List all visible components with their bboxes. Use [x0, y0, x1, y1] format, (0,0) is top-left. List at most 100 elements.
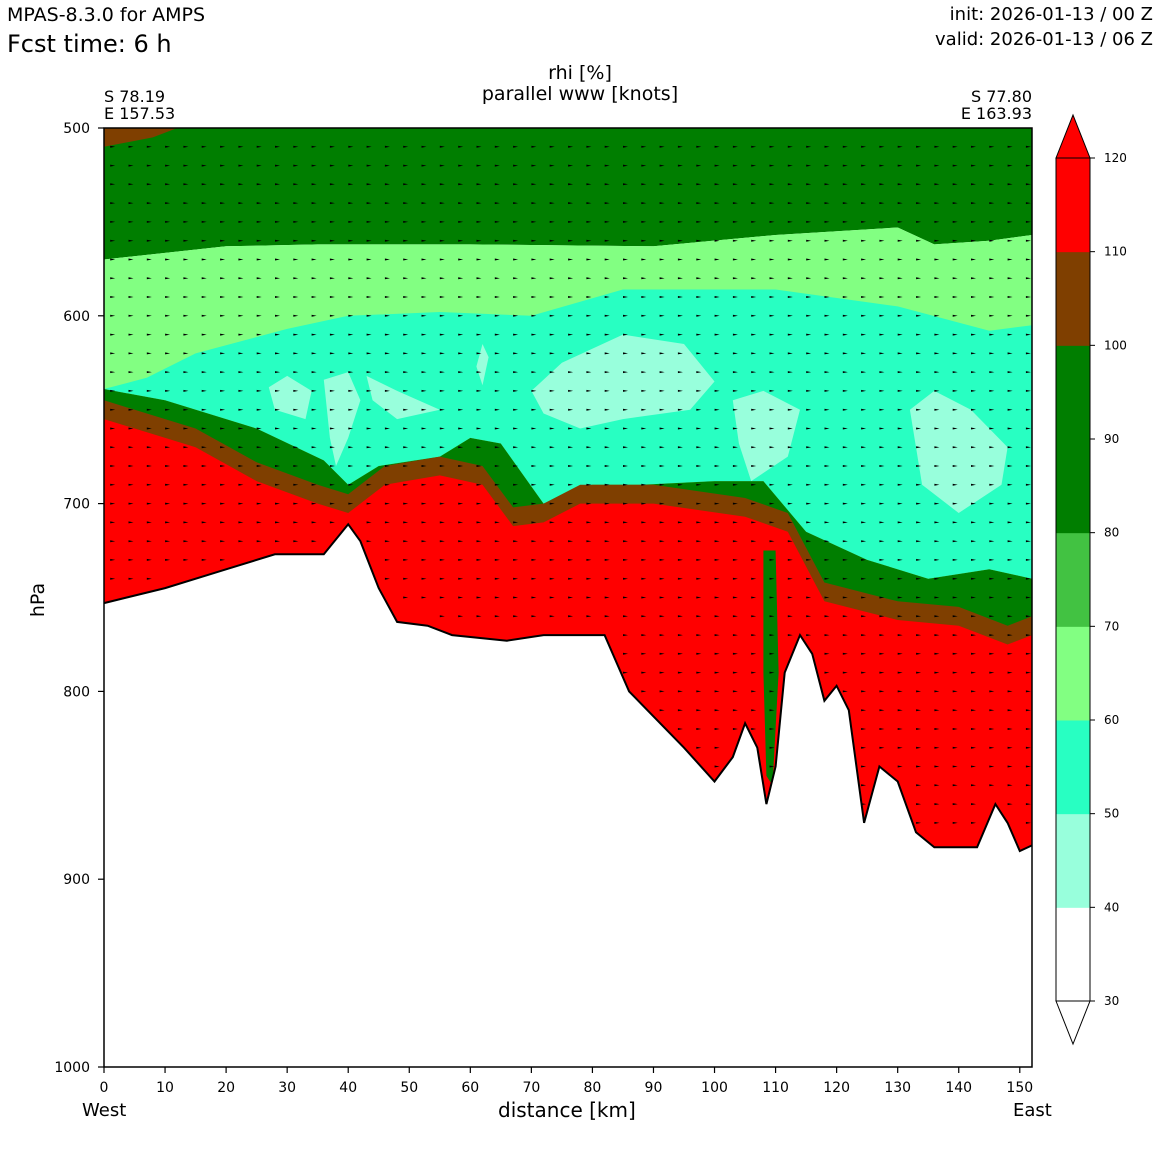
wind-arrow	[513, 521, 519, 524]
wind-arrow	[165, 202, 171, 205]
wind-arrow	[220, 202, 226, 205]
wind-arrow	[1007, 465, 1013, 467]
wind-arrow	[732, 690, 738, 693]
wind-arrow	[403, 352, 409, 355]
wind-arrow	[952, 314, 958, 317]
wind-arrow	[531, 483, 537, 486]
wind-arrow	[989, 427, 995, 430]
wind-arrow	[696, 728, 702, 730]
wind-arrow	[751, 577, 757, 580]
x-tick-label: 100	[701, 1080, 728, 1096]
wind-arrow	[604, 408, 610, 411]
wind-arrow	[916, 239, 922, 242]
colorbar-tick-label: 90	[1104, 432, 1119, 446]
wind-arrow	[696, 239, 702, 242]
wind-arrow	[696, 408, 702, 411]
wind-arrow	[971, 577, 976, 580]
wind-arrow	[458, 446, 464, 449]
wind-arrow	[934, 728, 940, 730]
wind-arrow	[275, 220, 280, 223]
wind-arrow	[659, 615, 665, 618]
wind-arrow	[879, 483, 885, 486]
wind-arrow	[238, 521, 244, 524]
wind-arrow	[458, 558, 464, 561]
wind-arrow	[403, 371, 409, 374]
wind-arrow	[403, 502, 409, 505]
wind-arrow	[934, 408, 940, 411]
wind-arrow	[494, 465, 500, 467]
wind-arrow	[458, 540, 464, 543]
wind-arrow	[659, 465, 665, 467]
wind-arrow	[696, 558, 702, 561]
colorbar-segment	[1056, 626, 1090, 721]
wind-arrow	[586, 239, 592, 242]
wind-arrow	[110, 389, 116, 392]
wind-arrow	[916, 333, 922, 336]
wind-arrow	[714, 446, 720, 449]
wind-arrow	[971, 333, 976, 336]
wind-arrow	[971, 389, 976, 392]
wind-arrow	[861, 558, 867, 561]
wind-arrow	[952, 577, 958, 580]
wind-arrow	[220, 352, 226, 355]
wind-arrows	[110, 145, 1031, 824]
wind-arrow	[439, 427, 445, 430]
wind-arrow	[165, 427, 171, 430]
wind-arrow	[329, 502, 335, 505]
wind-arrow	[732, 145, 738, 148]
wind-arrow	[952, 652, 958, 655]
wind-arrow	[952, 220, 958, 223]
wind-arrow	[934, 558, 940, 561]
wind-arrow	[1007, 202, 1013, 205]
wind-arrow	[549, 314, 555, 317]
wind-arrow	[329, 352, 335, 355]
wind-arrow	[971, 765, 976, 768]
wind-arrow	[476, 202, 482, 205]
wind-arrow	[604, 502, 610, 505]
wind-arrow	[311, 540, 317, 543]
wind-arrow	[494, 577, 500, 580]
wind-arrow	[952, 746, 958, 749]
wind-arrow	[421, 314, 427, 317]
wind-arrow	[201, 408, 207, 411]
wind-arrow	[916, 371, 922, 374]
wind-arrow	[439, 577, 445, 580]
wind-arrow	[458, 389, 464, 392]
wind-arrow	[183, 258, 189, 261]
wind-arrow	[128, 427, 134, 430]
wind-arrow	[421, 333, 427, 336]
wind-arrow	[458, 408, 464, 411]
wind-arrow	[879, 220, 885, 223]
wind-arrow	[952, 408, 958, 411]
wind-arrow	[1007, 352, 1013, 355]
wind-arrow	[1025, 746, 1031, 749]
wind-arrow	[971, 596, 976, 599]
wind-arrow	[458, 333, 464, 336]
wind-arrow	[989, 671, 995, 674]
wind-arrow	[549, 202, 555, 205]
wind-arrow	[623, 389, 628, 392]
wind-arrow	[824, 220, 830, 223]
wind-arrow	[256, 408, 262, 411]
wind-arrow	[787, 427, 793, 430]
wind-arrow	[513, 446, 519, 449]
wind-arrow	[659, 558, 665, 561]
wind-arrow	[934, 540, 940, 543]
wind-arrow	[531, 258, 537, 261]
wind-arrow	[714, 615, 720, 618]
wind-arrow	[146, 427, 152, 430]
wind-arrow	[696, 446, 702, 449]
wind-arrow	[439, 558, 445, 561]
wind-arrow	[623, 634, 628, 637]
wind-arrow	[366, 220, 372, 223]
wind-arrow	[403, 483, 409, 486]
wind-arrow	[293, 296, 299, 298]
wind-arrow	[879, 746, 885, 749]
wind-arrow	[604, 446, 610, 449]
wind-arrow	[183, 145, 189, 148]
wind-arrow	[293, 183, 299, 186]
wind-arrow	[879, 634, 885, 637]
wind-arrow	[769, 220, 775, 223]
wind-arrow	[714, 483, 720, 486]
wind-arrow	[165, 220, 171, 223]
